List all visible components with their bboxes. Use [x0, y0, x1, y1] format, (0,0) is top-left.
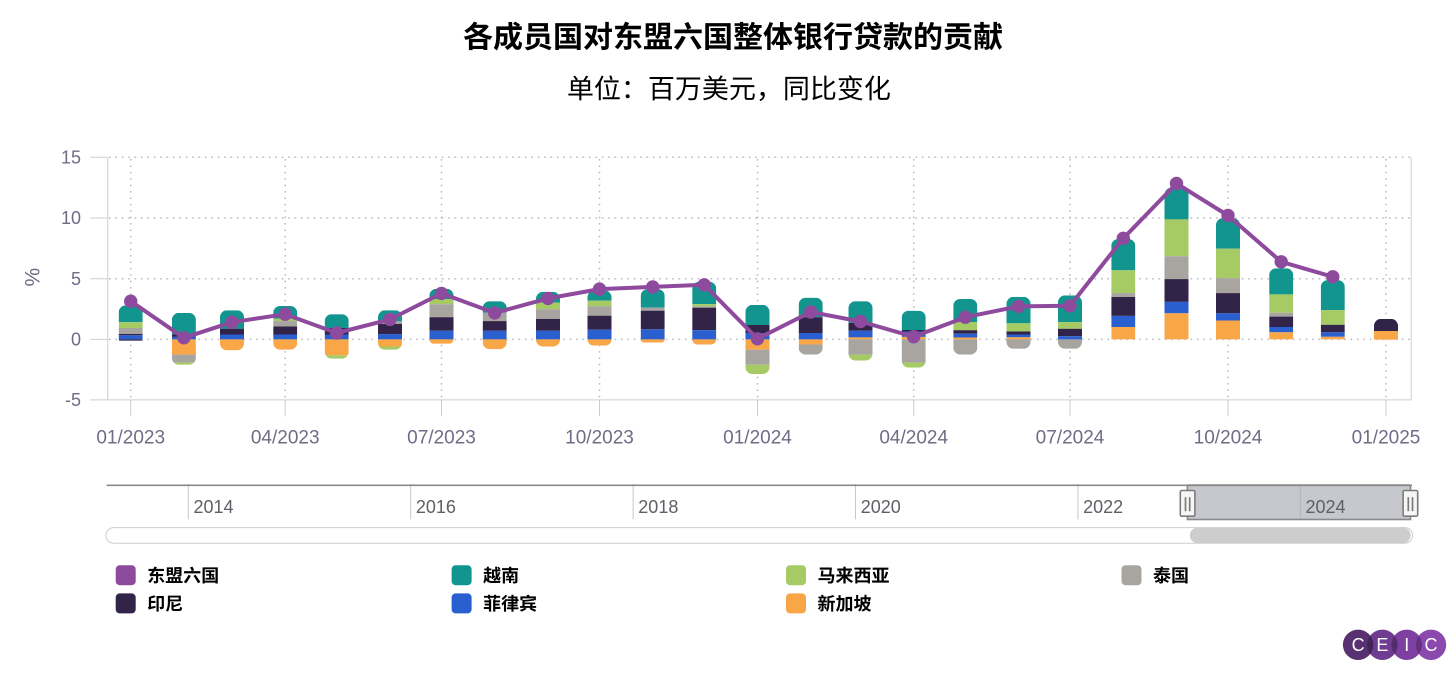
svg-text:2014: 2014: [194, 497, 234, 517]
svg-text:C: C: [1425, 635, 1438, 655]
svg-text:10/2023: 10/2023: [565, 427, 634, 448]
svg-text:I: I: [1404, 635, 1409, 655]
svg-text:10: 10: [61, 208, 81, 228]
svg-text:2022: 2022: [1083, 497, 1123, 517]
svg-text:-5: -5: [65, 390, 81, 410]
svg-text:2018: 2018: [638, 497, 678, 517]
svg-text:0: 0: [71, 330, 81, 350]
svg-text:C: C: [1352, 635, 1365, 655]
svg-text:04/2023: 04/2023: [251, 427, 320, 448]
svg-text:01/2025: 01/2025: [1352, 427, 1421, 448]
svg-text:2024: 2024: [1306, 497, 1346, 517]
svg-text:04/2024: 04/2024: [879, 427, 948, 448]
svg-text:%: %: [21, 268, 44, 287]
svg-text:10/2024: 10/2024: [1194, 427, 1263, 448]
svg-text:07/2023: 07/2023: [407, 427, 476, 448]
svg-text:2016: 2016: [416, 497, 456, 517]
svg-text:07/2024: 07/2024: [1036, 427, 1105, 448]
svg-text:E: E: [1376, 635, 1388, 655]
svg-text:5: 5: [71, 269, 81, 289]
svg-text:01/2023: 01/2023: [96, 427, 165, 448]
svg-text:15: 15: [61, 148, 81, 168]
svg-text:2020: 2020: [861, 497, 901, 517]
svg-text:01/2024: 01/2024: [723, 427, 792, 448]
